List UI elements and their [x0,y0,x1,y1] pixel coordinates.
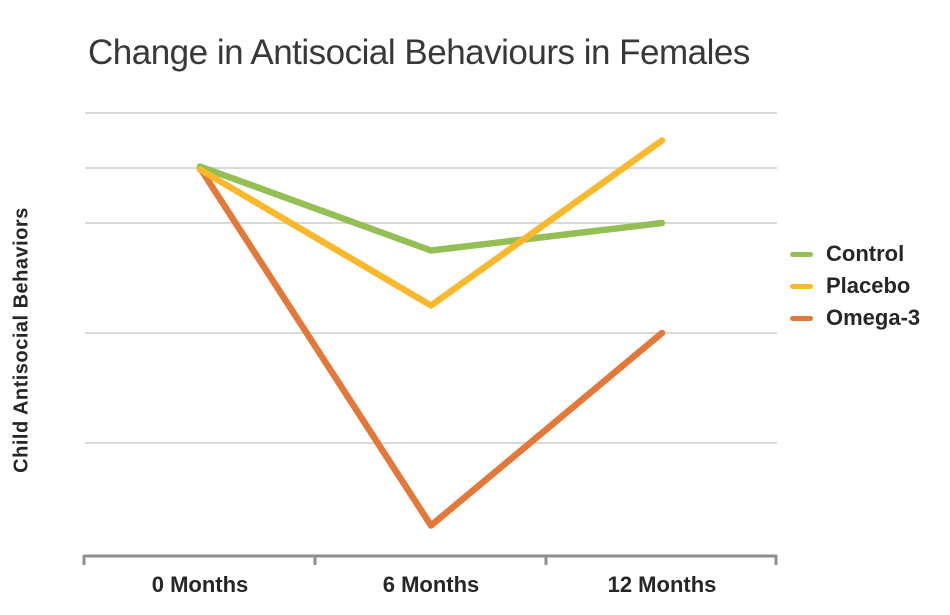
legend-line-icon [790,283,813,289]
x-axis-label: 12 Months [607,572,717,597]
x-axis-label: 0 Months [151,572,249,597]
legend-item-placebo: Placebo [790,273,920,299]
legend-label: Placebo [826,273,911,298]
legend-item-omega-3: Omega-3 [790,305,920,331]
series-line-omega-3 [196,164,666,529]
series-line-placebo [196,137,666,309]
legend-line-icon [790,251,813,257]
legend: Control Placebo Omega-3 [790,241,920,337]
legend-item-control: Control [790,241,920,267]
series-line-control [196,163,666,254]
legend-label: Omega-3 [826,305,921,330]
legend-line-icon [790,315,813,321]
chart-title: Change in Antisocial Behaviours in Femal… [88,33,750,72]
x-axis-label: 6 Months [382,572,480,597]
legend-label: Control [826,241,905,266]
